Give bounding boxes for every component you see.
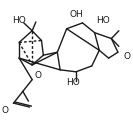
Text: O: O	[2, 106, 9, 115]
Text: HO: HO	[96, 17, 110, 25]
Text: O: O	[124, 52, 130, 61]
Text: O: O	[34, 71, 41, 80]
Text: OH: OH	[69, 10, 83, 19]
Text: HO: HO	[12, 17, 26, 25]
Text: HO: HO	[66, 78, 80, 87]
